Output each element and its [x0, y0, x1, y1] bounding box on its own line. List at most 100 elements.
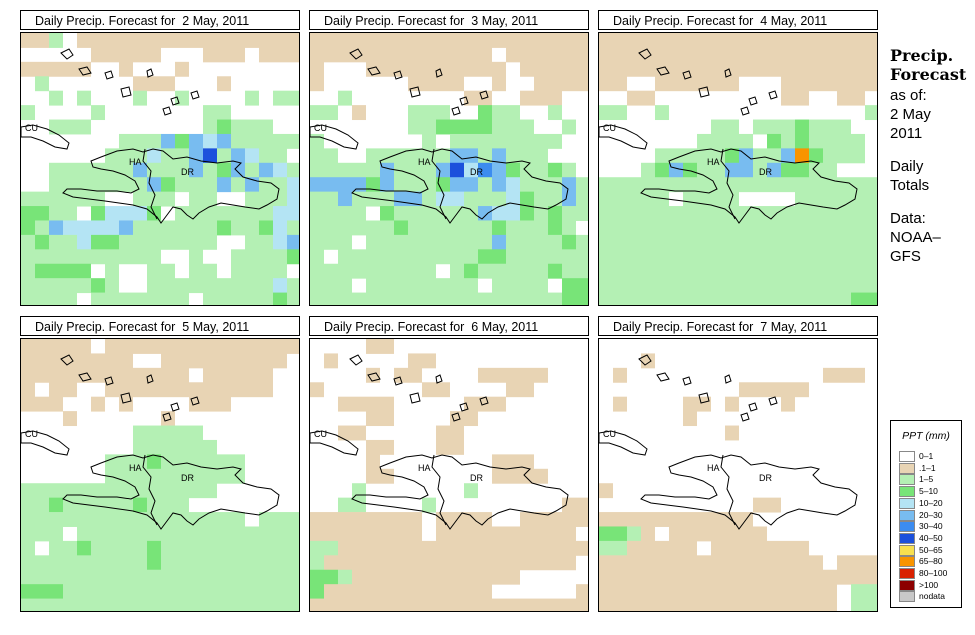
precip-cell: [366, 292, 380, 305]
island-outline: [479, 396, 489, 406]
precip-cell: [338, 90, 352, 106]
precip-cell: [422, 249, 436, 265]
precip-cell: [739, 278, 753, 294]
precip-cell: [711, 292, 725, 305]
precip-cell: [273, 249, 287, 265]
precip-cell: [520, 292, 534, 305]
precip-cell: [669, 263, 683, 279]
precip-cell: [273, 555, 287, 571]
precip-cell: [35, 526, 49, 542]
precip-cell: [366, 367, 380, 383]
precip-cell: [781, 292, 795, 305]
precip-cell: [408, 526, 422, 542]
precip-cell: [119, 292, 133, 305]
label-dominican-republic: DR: [759, 167, 772, 177]
precip-cell: [394, 569, 408, 585]
precip-cell: [450, 263, 464, 279]
precip-cell: [49, 278, 63, 294]
precip-cell: [851, 584, 865, 600]
precip-cell: [231, 47, 245, 63]
precip-cell: [119, 454, 133, 470]
precip-cell: [795, 162, 809, 178]
precip-cell: [380, 220, 394, 236]
precip-cell: [133, 33, 147, 48]
precip-cell: [259, 133, 273, 149]
precip-cell: [21, 278, 35, 294]
data-source-2: GFS: [890, 248, 921, 265]
island-outline: [162, 106, 172, 116]
precip-cell: [189, 234, 203, 250]
island-outline: [104, 376, 114, 386]
precip-cell: [548, 191, 562, 207]
as-of-date: 2 May: [890, 106, 931, 123]
precip-cell: [576, 584, 588, 600]
precip-cell: [217, 339, 231, 354]
precip-cell: [711, 569, 725, 585]
precip-cell: [394, 177, 408, 193]
precip-cell: [478, 540, 492, 556]
precip-cell: [203, 191, 217, 207]
precip-cell: [161, 584, 175, 600]
precip-cell: [711, 133, 725, 149]
precip-cell: [837, 249, 851, 265]
precip-cell: [63, 555, 77, 571]
legend-item: 30–40: [899, 521, 961, 533]
precip-cell: [105, 382, 119, 398]
precip-cell: [562, 512, 576, 527]
island-outline: [349, 48, 363, 60]
precip-cell: [380, 569, 394, 585]
precip-cell: [259, 382, 273, 398]
precip-cell: [366, 47, 380, 63]
precip-cell: [436, 249, 450, 265]
precip-cell: [231, 555, 245, 571]
precip-cell: [492, 177, 506, 193]
precip-cell: [21, 191, 35, 207]
precip-cell: [245, 367, 259, 383]
precip-cell: [725, 584, 739, 600]
precip-cell: [450, 76, 464, 92]
precip-cell: [231, 468, 245, 484]
precip-cell: [520, 61, 534, 77]
island-outline: [367, 372, 381, 382]
precip-cell: [711, 177, 725, 193]
precip-cell: [655, 540, 669, 556]
precip-cell: [408, 119, 422, 135]
precip-cell: [613, 206, 627, 221]
precip-cell: [478, 292, 492, 305]
precip-cell: [147, 47, 161, 63]
legend-item: .1–1: [899, 462, 961, 475]
island-outline: [682, 376, 692, 386]
precip-cell: [161, 425, 175, 441]
precip-cell: [77, 367, 91, 383]
precip-cell: [147, 177, 161, 193]
precip-cell: [217, 454, 231, 470]
precip-cell: [627, 584, 641, 600]
precip-cell: [133, 584, 147, 600]
precip-cell: [35, 191, 49, 207]
precip-cell: [338, 191, 352, 207]
precip-cell: [35, 249, 49, 265]
precip-cell: [175, 292, 189, 305]
precip-cell: [310, 33, 324, 48]
precip-cell: [366, 598, 380, 611]
precip-cell: [49, 191, 63, 207]
precip-cell: [795, 61, 809, 77]
precip-cell: [739, 33, 753, 48]
precip-cell: [105, 263, 119, 279]
island-outline: [459, 96, 469, 106]
precip-map: CU HA DR: [20, 32, 300, 306]
precip-cell: [599, 483, 613, 499]
precip-cell: [548, 61, 562, 77]
precip-cell: [422, 353, 436, 369]
precip-cell: [450, 133, 464, 149]
precip-cell: [450, 177, 464, 193]
precip-cell: [627, 555, 641, 571]
precip-cell: [669, 33, 683, 48]
precip-cell: [366, 526, 380, 542]
precip-cell: [324, 569, 338, 585]
precip-cell: [352, 191, 366, 207]
precip-cell: [534, 76, 548, 92]
precip-cell: [436, 76, 450, 92]
precip-cell: [725, 162, 739, 178]
precip-cell: [133, 540, 147, 556]
